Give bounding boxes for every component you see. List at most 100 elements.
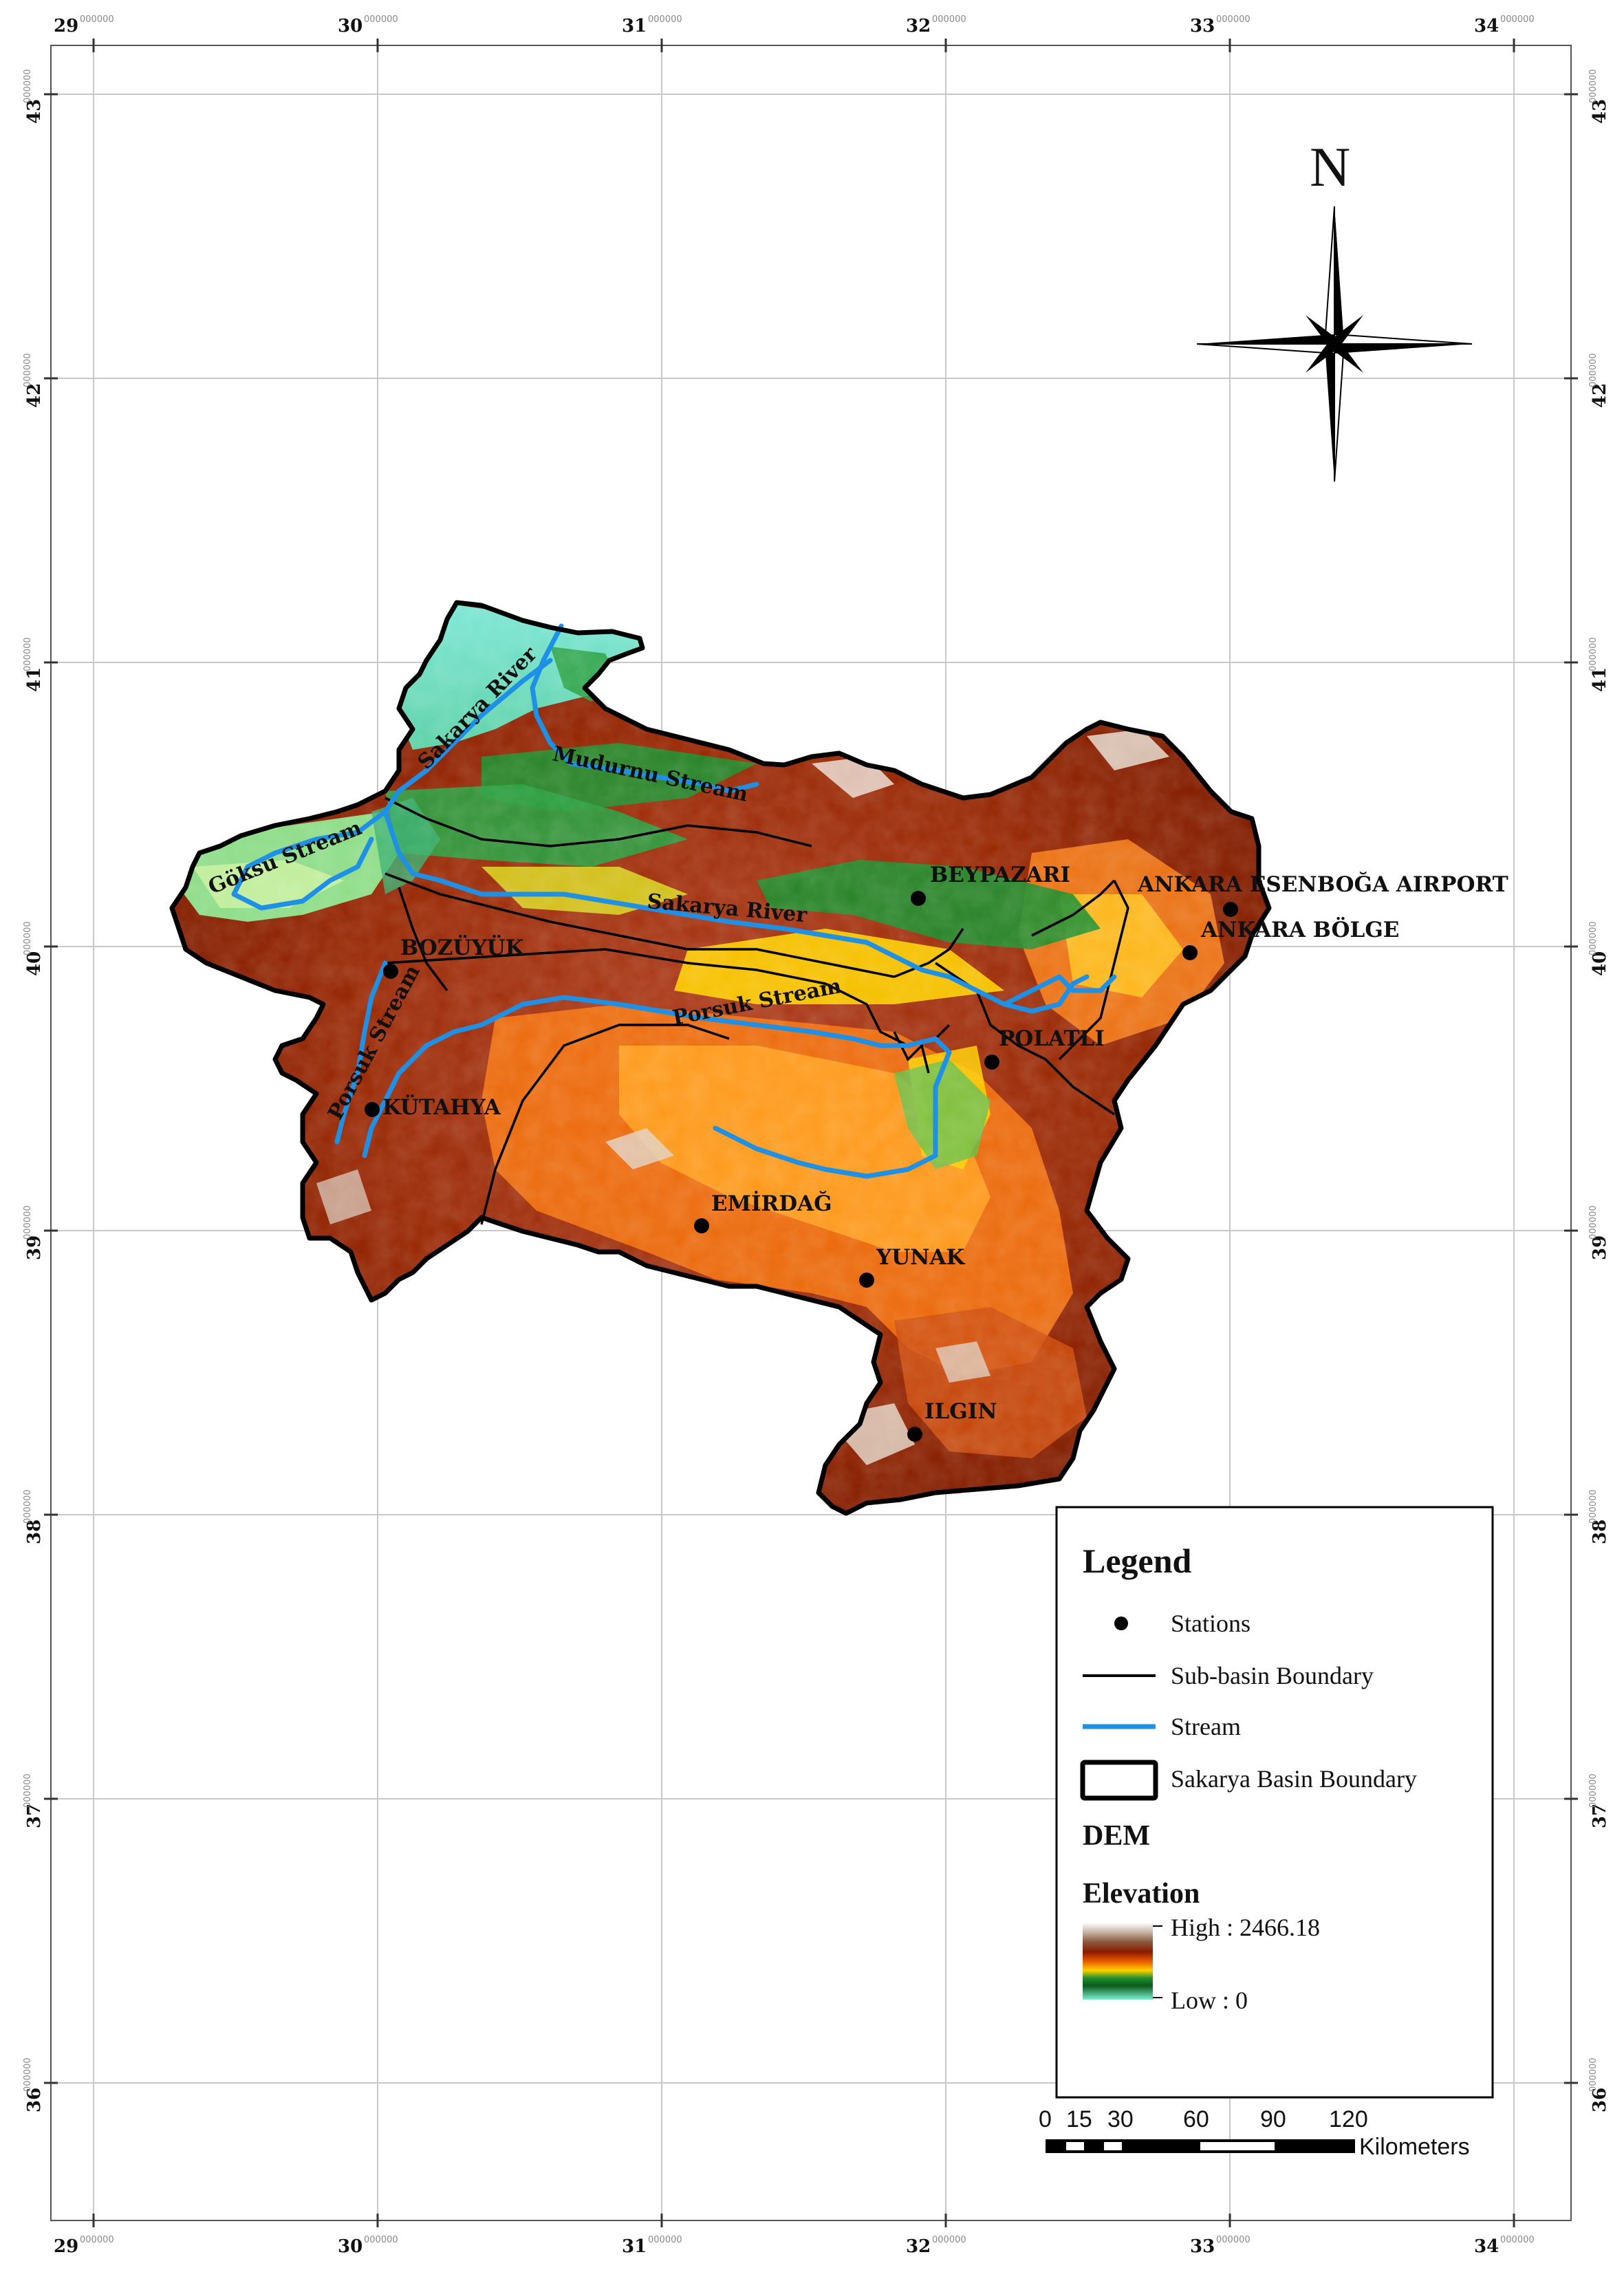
lon-suffix: 000000: [1500, 2235, 1535, 2245]
station-dot: [1182, 945, 1198, 960]
lon-suffix: 000000: [80, 2235, 114, 2245]
station-dot: [907, 1427, 922, 1442]
lon-suffix: 000000: [648, 14, 682, 25]
stream-network: [231, 623, 1117, 1179]
lon-label: 30: [338, 16, 362, 36]
station-label: YUNAK: [876, 1245, 966, 1270]
lat-suffix: 000000: [1588, 1489, 1599, 1524]
lat-label: 38: [1590, 1520, 1610, 1544]
legend-station-symbol: [1114, 1617, 1128, 1630]
lat-labels-right: 43 42 41 40 39 38 37 36 000000 000000 00…: [1588, 69, 1610, 2112]
legend-frame: [1055, 1506, 1494, 2099]
lat-label: 40: [24, 951, 45, 976]
lon-label: 31: [622, 2236, 647, 2257]
station-label: ANKARA ESENBOĞA AIRPORT: [1137, 871, 1508, 897]
lat-suffix: 000000: [1588, 637, 1599, 671]
lat-label: 39: [1590, 1235, 1610, 1260]
legend: Legend Stations Sub-basin Boundary Strea…: [1055, 1506, 1494, 2099]
lat-suffix: 000000: [23, 2057, 33, 2092]
lon-label: 34: [1474, 2236, 1499, 2257]
elevation-high-label: High : 2466.18: [1171, 1914, 1320, 1941]
lon-label: 31: [622, 16, 647, 36]
frame-ticks: [44, 39, 1578, 2227]
lon-label: 32: [906, 16, 931, 36]
scale-tick-label: 120: [1329, 2106, 1368, 2132]
lat-suffix: 000000: [23, 637, 33, 671]
lon-suffix: 000000: [648, 2235, 682, 2245]
legend-item-label: Sakarya Basin Boundary: [1171, 1765, 1417, 1793]
lat-suffix: 000000: [1588, 1773, 1599, 1808]
scale-bar: 0 15 30 60 90 120 Kilometers: [1039, 2106, 1470, 2160]
sub-basin-boundaries: [385, 797, 1129, 1225]
station-dot: [984, 1055, 999, 1070]
station-dot: [859, 1273, 874, 1288]
legend-basin-symbol: [1080, 1760, 1158, 1801]
lat-label: 37: [24, 1804, 45, 1828]
lon-suffix: 000000: [1216, 14, 1251, 25]
lon-label: 32: [906, 2236, 931, 2257]
lat-label: 41: [24, 667, 45, 692]
lat-label: 36: [24, 2088, 45, 2112]
lat-label: 38: [24, 1520, 45, 1544]
scale-unit: Kilometers: [1359, 2134, 1470, 2160]
lon-suffix: 000000: [364, 2235, 398, 2245]
scale-tick-label: 60: [1183, 2106, 1209, 2132]
lat-label: 37: [1590, 1804, 1610, 1828]
station-label: KÜTAHYA: [382, 1093, 501, 1120]
station-dot: [1223, 902, 1238, 917]
lon-suffix: 000000: [932, 14, 966, 25]
lon-label: 33: [1190, 2236, 1215, 2257]
station-label: ANKARA BÖLGE: [1200, 916, 1399, 942]
station-label: EMİRDAĞ: [711, 1190, 832, 1216]
lon-label: 33: [1190, 16, 1215, 36]
lat-label: 39: [24, 1235, 45, 1260]
lat-label: 42: [24, 383, 45, 408]
lon-labels-bottom: 29 30 31 32 33 34 000000 000000 000000 0…: [54, 2235, 1535, 2257]
scale-tick-label: 30: [1107, 2106, 1134, 2132]
scale-tick-label: 90: [1260, 2106, 1286, 2132]
lat-label: 43: [1590, 99, 1610, 124]
lat-suffix: 000000: [1588, 353, 1599, 387]
lon-suffix: 000000: [932, 2235, 966, 2245]
legend-item-label: Stations: [1171, 1610, 1251, 1637]
elevation-ramp: [1083, 1923, 1153, 2000]
lat-label: 36: [1590, 2088, 1610, 2112]
lat-suffix: 000000: [1588, 69, 1599, 103]
lat-suffix: 000000: [1588, 921, 1599, 955]
elevation-low-label: Low : 0: [1171, 1987, 1248, 2014]
legend-elevation-heading: Elevation: [1083, 1878, 1200, 1910]
scale-tick-label: 0: [1039, 2106, 1052, 2132]
lon-labels-top: 29 30 31 32 33 34 000000 000000 000000 0…: [54, 14, 1535, 36]
station-dots: [365, 891, 1238, 1442]
lat-suffix: 000000: [23, 69, 33, 103]
lat-label: 41: [1590, 667, 1610, 692]
north-label: N: [1310, 136, 1350, 198]
lat-label: 43: [24, 99, 45, 124]
station-label: BEYPAZARI: [930, 863, 1070, 887]
station-label: BOZÜYÜK: [400, 933, 525, 960]
lon-suffix: 000000: [364, 14, 398, 25]
lat-suffix: 000000: [23, 1489, 33, 1524]
station-dot: [383, 964, 398, 979]
north-arrow-icon: N: [1196, 136, 1473, 482]
station-dot: [911, 891, 926, 906]
lat-suffix: 000000: [23, 353, 33, 387]
station-labels: BEYPAZARI ANKARA ESENBOĞA AIRPORT ANKARA…: [382, 863, 1508, 1424]
lon-suffix: 000000: [1216, 2235, 1251, 2245]
legend-dem-heading: DEM: [1083, 1820, 1150, 1852]
lon-label: 30: [338, 2236, 362, 2257]
lat-suffix: 000000: [1588, 1205, 1599, 1240]
lon-suffix: 000000: [80, 14, 114, 25]
lat-suffix: 000000: [23, 1205, 33, 1240]
lon-suffix: 000000: [1500, 14, 1535, 25]
station-label: POLATLI: [999, 1026, 1105, 1051]
lat-labels-left: 43 42 41 40 39 38 37 36 000000 000000 00…: [23, 69, 45, 2112]
lat-suffix: 000000: [23, 921, 33, 955]
lat-label: 40: [1590, 951, 1610, 976]
lat-suffix: 000000: [1588, 2057, 1599, 2092]
station-dot: [365, 1102, 380, 1117]
scale-tick-label: 15: [1066, 2106, 1092, 2132]
lon-label: 29: [54, 2236, 78, 2257]
legend-item-label: Sub-basin Boundary: [1171, 1662, 1374, 1689]
